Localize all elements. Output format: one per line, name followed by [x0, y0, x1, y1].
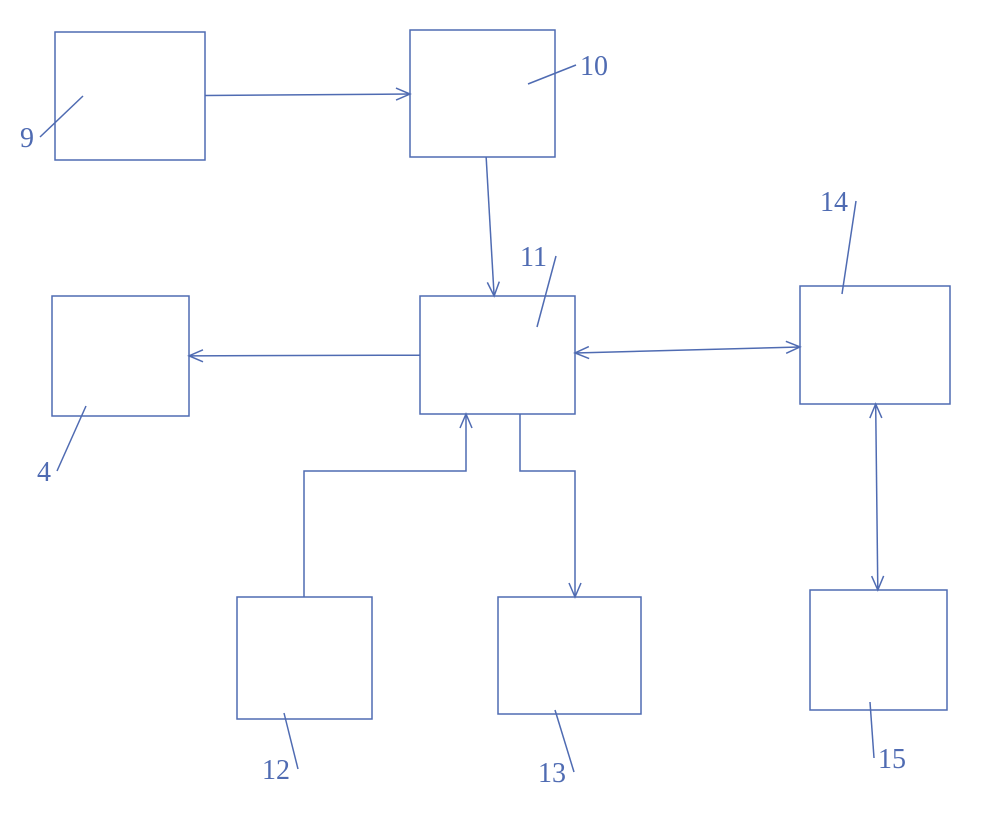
- edge-n11-n13: [520, 414, 575, 597]
- block-diagram: 9 10 11 4 14 12 13 15: [0, 0, 1000, 830]
- edge-n9-n10: [205, 94, 410, 95]
- edge-n10-n11: [486, 157, 494, 296]
- edge-n12-n11: [304, 414, 466, 597]
- block-9: [55, 32, 205, 160]
- edge-n14-n15: [876, 404, 878, 590]
- edge-n11-n4: [189, 355, 420, 356]
- edge-n11-n14: [575, 347, 800, 353]
- block-4: [52, 296, 189, 416]
- label-10: 10: [580, 51, 608, 82]
- block-10: [410, 30, 555, 157]
- block-14: [800, 286, 950, 404]
- block-12: [237, 597, 372, 719]
- leader-9: [40, 96, 83, 137]
- label-4: 4: [37, 457, 51, 488]
- label-13: 13: [538, 758, 566, 789]
- label-15: 15: [878, 744, 906, 775]
- label-9: 9: [20, 123, 34, 154]
- leader-10: [528, 65, 576, 84]
- block-13: [498, 597, 641, 714]
- block-11: [420, 296, 575, 414]
- label-12: 12: [262, 755, 290, 786]
- label-14: 14: [820, 187, 848, 218]
- label-11: 11: [520, 242, 547, 273]
- block-15: [810, 590, 947, 710]
